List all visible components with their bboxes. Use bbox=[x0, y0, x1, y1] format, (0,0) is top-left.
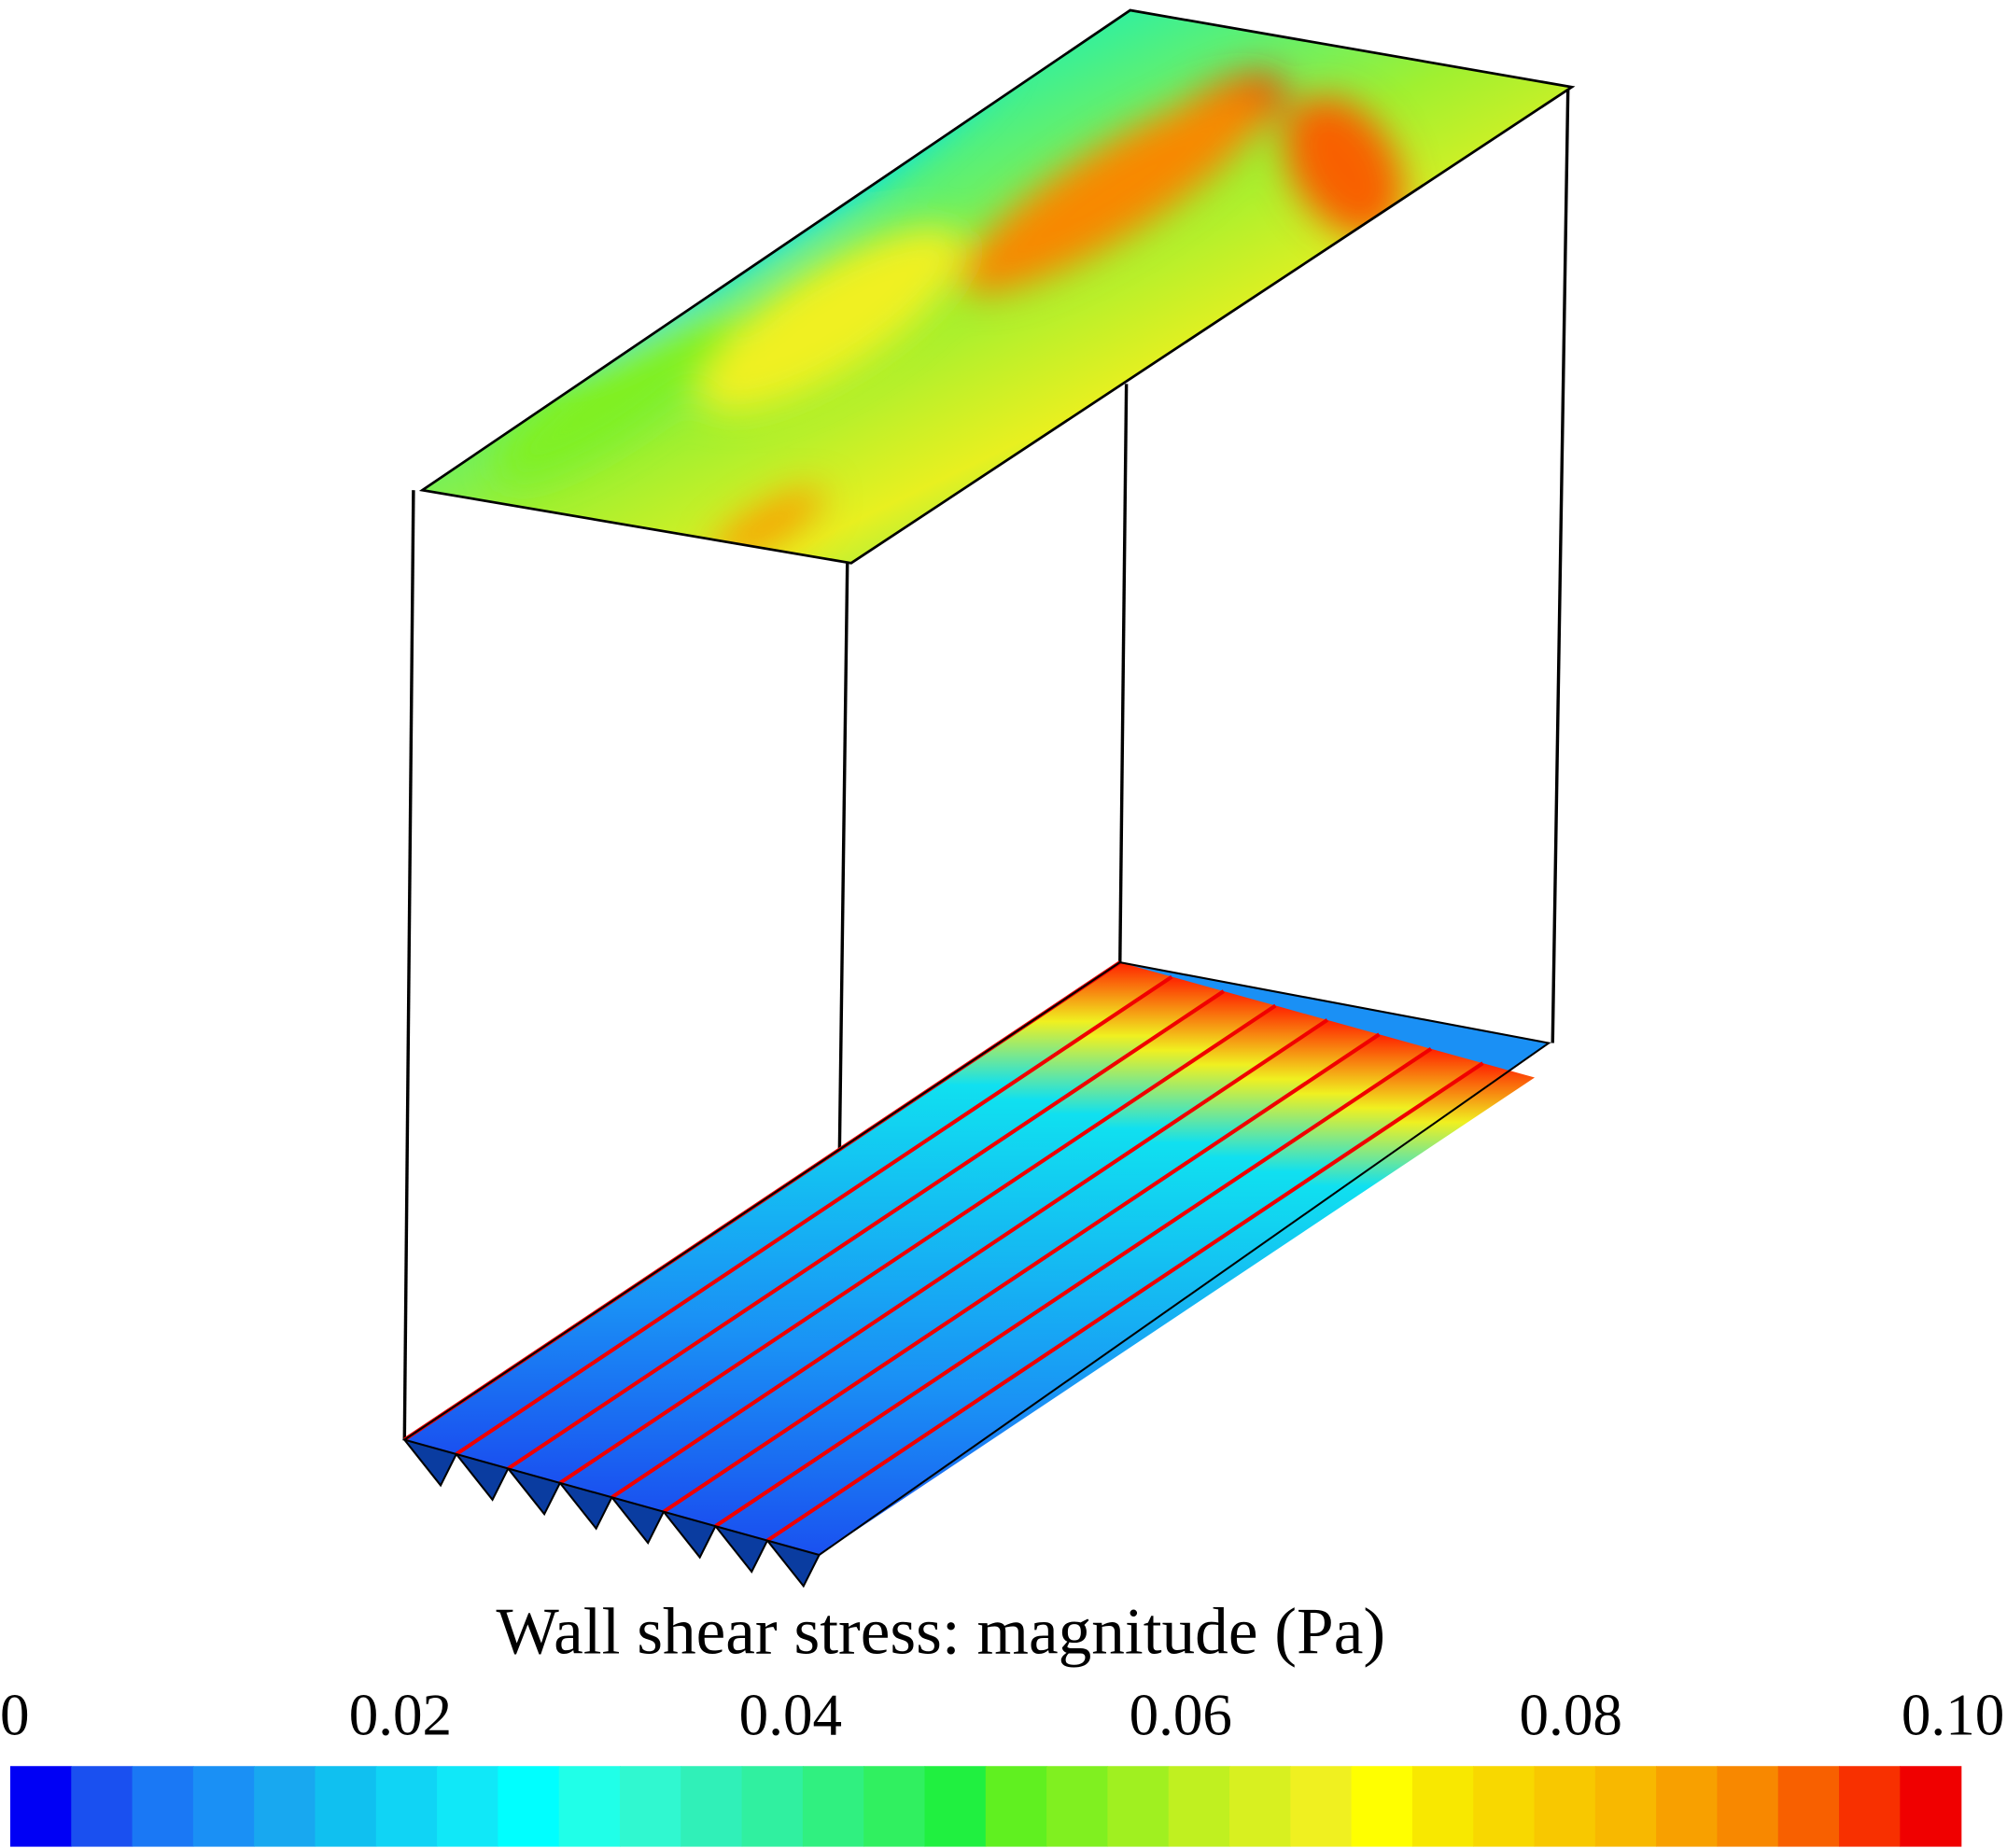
colorbar-segment bbox=[558, 1766, 621, 1847]
colorbar-segment bbox=[1473, 1766, 1536, 1847]
colorbar-segment bbox=[741, 1766, 804, 1847]
colorbar-segment bbox=[681, 1766, 743, 1847]
colorbar-segment bbox=[498, 1766, 560, 1847]
colorbar-segment bbox=[1046, 1766, 1109, 1847]
colorbar-tick-label: 0.08 bbox=[1520, 1683, 1622, 1748]
ridges bbox=[403, 960, 1536, 1589]
top-surface bbox=[418, 8, 1576, 565]
ridge-crest bbox=[611, 1018, 1329, 1499]
colorbar-segment bbox=[1656, 1766, 1719, 1847]
ridge-face bbox=[663, 1034, 1431, 1527]
ridge-face bbox=[611, 1019, 1380, 1512]
ridge-face bbox=[404, 962, 1172, 1455]
ridge-crest bbox=[765, 1061, 1484, 1543]
ridge-face bbox=[559, 1005, 1327, 1498]
ridge-crest bbox=[507, 989, 1225, 1471]
colorbar-tick-label: 0 bbox=[0, 1683, 30, 1748]
colorbar-segment bbox=[802, 1766, 864, 1847]
colorbar-segment bbox=[437, 1766, 499, 1847]
colorbar-segment bbox=[1168, 1766, 1230, 1847]
colorbar-tick-label: 0.10 bbox=[1902, 1683, 2004, 1748]
colorbar-segment bbox=[9, 1766, 72, 1847]
colorbar-segment bbox=[132, 1766, 194, 1847]
ridge-crest bbox=[455, 974, 1173, 1456]
ridge-crest bbox=[662, 1032, 1381, 1514]
colorbar-segment bbox=[1534, 1766, 1596, 1847]
colorbar-segment bbox=[1290, 1766, 1353, 1847]
colorbar-tick-label: 0.02 bbox=[349, 1683, 452, 1748]
ridge-crest bbox=[714, 1046, 1433, 1528]
colorbar-segment bbox=[315, 1766, 377, 1847]
colorbar-segment bbox=[1900, 1766, 1962, 1847]
colorbar-segment bbox=[1717, 1766, 1779, 1847]
bottom-surface bbox=[401, 960, 1551, 1589]
colorbar-segment bbox=[619, 1766, 681, 1847]
colorbar-segment bbox=[375, 1766, 438, 1847]
ridge-crest bbox=[558, 1003, 1277, 1485]
colorbar-segment bbox=[1229, 1766, 1291, 1847]
colorbar: 0 0.02 0.04 0.06 0.08 0.10 bbox=[0, 1683, 2004, 1847]
colorbar-tick-label: 0.04 bbox=[739, 1683, 842, 1748]
ridge-face bbox=[715, 1048, 1483, 1541]
colorbar-segment bbox=[1594, 1766, 1657, 1847]
colorbar-segment bbox=[1351, 1766, 1413, 1847]
colorbar-tick-label: 0.06 bbox=[1130, 1683, 1232, 1748]
ridge-face bbox=[767, 1063, 1536, 1555]
colorbar-segment bbox=[71, 1766, 133, 1847]
colorbar-segment bbox=[1839, 1766, 1902, 1847]
colorbar-segment bbox=[1411, 1766, 1474, 1847]
ridge-face bbox=[456, 976, 1224, 1469]
colorbar-segment bbox=[863, 1766, 926, 1847]
colorbar-title: Wall shear stress: magnitude (Pa) bbox=[497, 1594, 1386, 1668]
colorbar-segment bbox=[1107, 1766, 1170, 1847]
colorbar-segment bbox=[1777, 1766, 1840, 1847]
ridge-face bbox=[508, 990, 1276, 1483]
colorbar-segment bbox=[254, 1766, 316, 1847]
colorbar-segment bbox=[924, 1766, 987, 1847]
colorbar-segment bbox=[192, 1766, 255, 1847]
colorbar-segment bbox=[985, 1766, 1047, 1847]
